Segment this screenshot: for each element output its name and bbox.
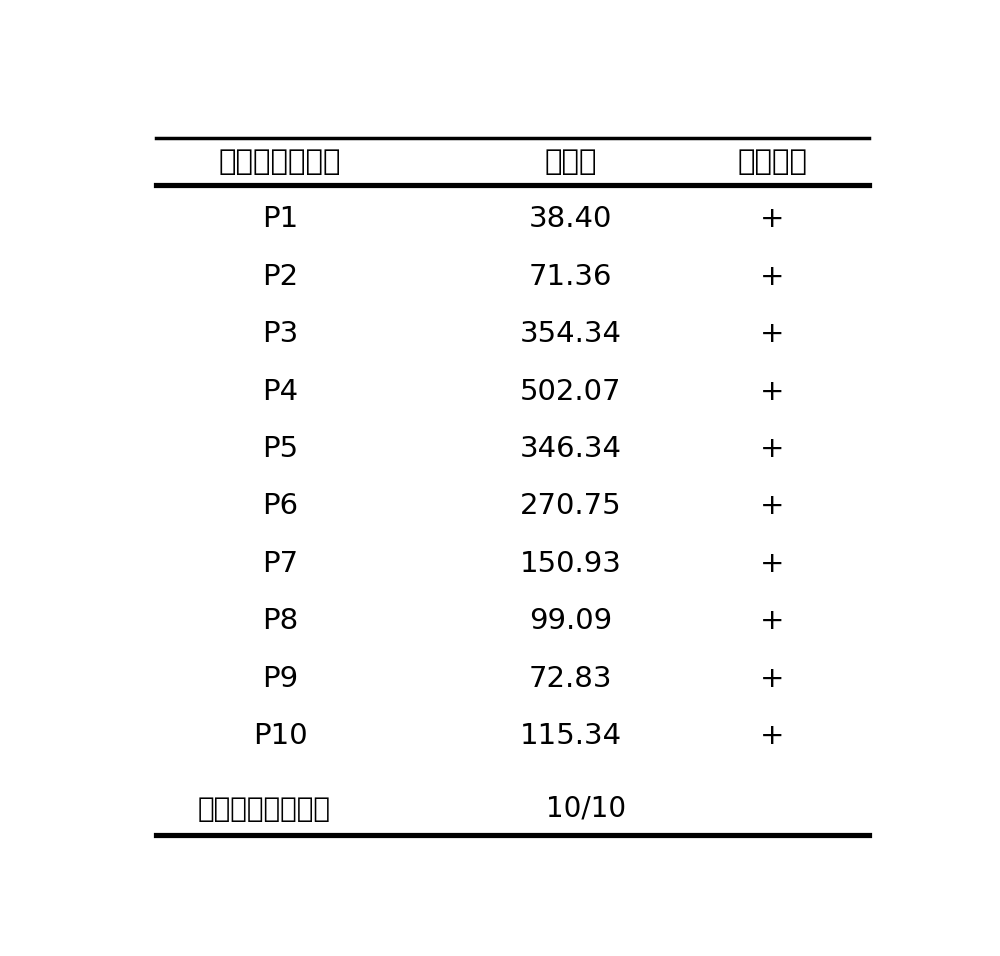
- Text: 72.83: 72.83: [529, 664, 612, 692]
- Text: +: +: [760, 320, 784, 348]
- Text: +: +: [760, 607, 784, 635]
- Text: +: +: [760, 722, 784, 750]
- Text: 99.09: 99.09: [529, 607, 612, 635]
- Text: P3: P3: [262, 320, 298, 348]
- Text: 115.34: 115.34: [520, 722, 622, 750]
- Text: 38.40: 38.40: [529, 206, 612, 233]
- Text: 阳性质控品符合率: 阳性质控品符合率: [198, 794, 331, 823]
- Text: P6: P6: [262, 492, 298, 520]
- Text: P7: P7: [262, 550, 298, 577]
- Text: 346.34: 346.34: [520, 435, 622, 463]
- Text: +: +: [760, 206, 784, 233]
- Text: 150.93: 150.93: [520, 550, 622, 577]
- Text: 71.36: 71.36: [529, 263, 612, 291]
- Text: +: +: [760, 378, 784, 405]
- Text: 结果判断: 结果判断: [737, 148, 807, 176]
- Text: P1: P1: [262, 206, 298, 233]
- Text: 阳性质控品编号: 阳性质控品编号: [219, 148, 341, 176]
- Text: P4: P4: [262, 378, 298, 405]
- Text: 10/10: 10/10: [546, 794, 626, 823]
- Text: 354.34: 354.34: [520, 320, 622, 348]
- Text: P10: P10: [253, 722, 307, 750]
- Text: 502.07: 502.07: [520, 378, 621, 405]
- Text: +: +: [760, 550, 784, 577]
- Text: +: +: [760, 664, 784, 692]
- Text: +: +: [760, 492, 784, 520]
- Text: P2: P2: [262, 263, 298, 291]
- Text: +: +: [760, 263, 784, 291]
- Text: +: +: [760, 435, 784, 463]
- Text: 270.75: 270.75: [520, 492, 621, 520]
- Text: P5: P5: [262, 435, 298, 463]
- Text: P8: P8: [262, 607, 298, 635]
- Text: 浓度值: 浓度值: [544, 148, 597, 176]
- Text: P9: P9: [262, 664, 298, 692]
